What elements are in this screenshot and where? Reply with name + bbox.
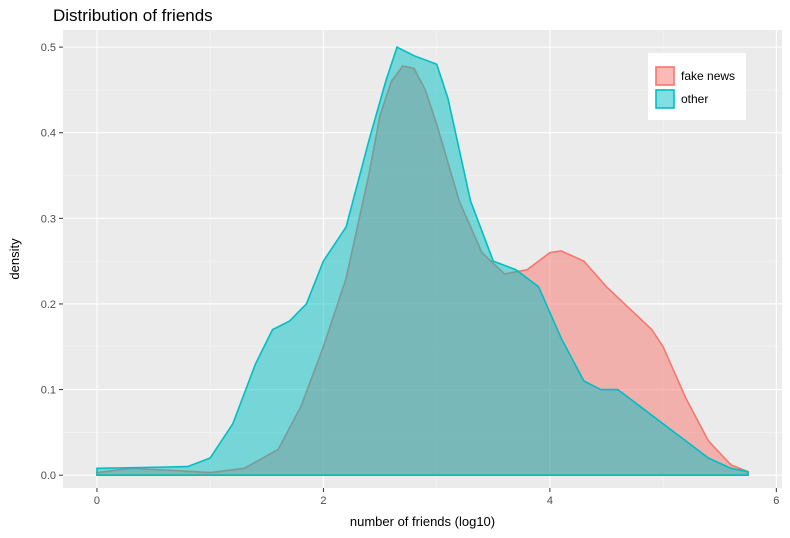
- legend-key-0: [655, 66, 675, 86]
- x-tick-label: 2: [320, 495, 326, 507]
- x-axis-title: number of friends (log10): [350, 514, 495, 529]
- y-tick-label: 0.2: [41, 299, 56, 311]
- y-tick-label: 0.4: [41, 128, 56, 140]
- x-tick-label: 6: [773, 495, 779, 507]
- legend: fake news other: [648, 53, 746, 120]
- axes: 0 2 4 6 0.0 0.1 0.2 0.3 0.4 0.5: [41, 42, 780, 507]
- density-area-1: [96, 45, 749, 476]
- legend-box: [648, 53, 746, 120]
- legend-label-0: fake news: [681, 69, 735, 83]
- legend-key-1: [655, 89, 675, 109]
- y-tick-label: 0.0: [41, 470, 56, 482]
- x-tick-label: 4: [547, 495, 553, 507]
- y-tick-label: 0.3: [41, 213, 56, 225]
- x-tick-label: 0: [94, 495, 100, 507]
- y-axis-title: density: [7, 238, 22, 280]
- y-tick-label: 0.1: [41, 385, 56, 397]
- series-layer: [96, 45, 749, 476]
- chart-title: Distribution of friends: [53, 6, 213, 25]
- legend-label-1: other: [681, 92, 708, 106]
- y-tick-label: 0.5: [41, 42, 56, 54]
